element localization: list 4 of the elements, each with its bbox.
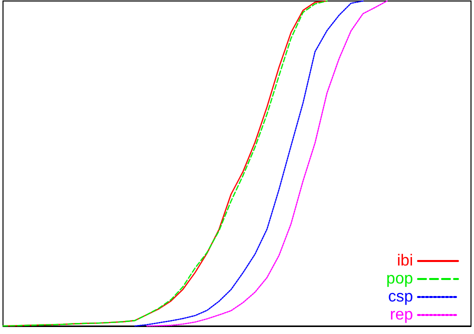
legend-label: pop: [386, 270, 414, 288]
legend-label: rep: [390, 306, 414, 324]
legend-label: ibi: [396, 252, 413, 270]
legend-label: csp: [388, 288, 414, 306]
